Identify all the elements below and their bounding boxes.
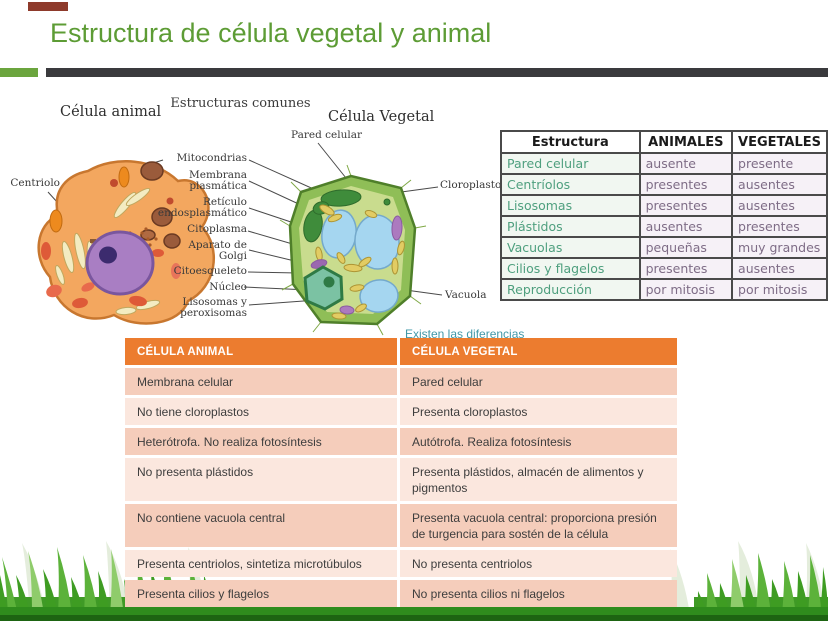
cell-structure: Reproducción (500, 278, 641, 301)
column-header: Estructura (500, 130, 641, 154)
grass-decoration (0, 541, 828, 621)
cell-animal: Membrana celular (125, 368, 397, 395)
cell-animal: Presenta centriolos, sintetiza microtúbu… (125, 550, 397, 577)
table-row: Reproducción por mitosis por mitosis (500, 278, 828, 301)
label-pared-celular: Pared celular (291, 129, 362, 141)
cell-animal: presentes (638, 194, 734, 217)
column-header-animal: CÉLULA ANIMAL (125, 338, 397, 365)
cell-vegetal: No presenta centriolos (400, 550, 677, 577)
cell-animal: pequeñas (638, 236, 734, 259)
cell-structure: Centríolos (500, 173, 641, 196)
label-reticulo-endoplasmatico: Retículo endosplasmático (157, 196, 247, 220)
label-mitocondrias: Mitocondrias (176, 152, 247, 164)
cell-animal: No tiene cloroplastos (125, 398, 397, 425)
label-membrana-plasmatica: Membrana plasmática (189, 169, 247, 193)
differences-note: Existen las diferencias (405, 327, 525, 341)
cell-animal: Heterótrofa. No realiza fotosíntesis (125, 428, 397, 455)
label-citoplasma: Citoplasma (187, 223, 247, 235)
cell-vegetal: ausentes (731, 257, 828, 280)
title-rule-dark (46, 68, 828, 77)
cell-vegetal: por mitosis (731, 278, 828, 301)
cell-vegetal: presente (731, 152, 828, 175)
cell-diagram-art (37, 142, 443, 336)
differences-table-header: CÉLULA ANIMAL CÉLULA VEGETAL (125, 338, 677, 365)
table-row: Centríolos presentes ausentes (500, 173, 828, 196)
cell-animal: ausente (638, 152, 734, 175)
animal-cell-art (37, 160, 216, 325)
table-row: No contiene vacuola central Presenta vac… (125, 504, 677, 547)
cell-animal: No contiene vacuola central (125, 504, 397, 547)
column-header-vegetal: CÉLULA VEGETAL (400, 338, 677, 365)
cell-vegetal: presentes (731, 215, 828, 238)
label-citoesqueleto: Citoesqueleto (173, 265, 247, 277)
label-aparato-de-golgi: Aparato de Golgi (188, 239, 247, 263)
cell-animal: Presenta cilios y flagelos (125, 580, 397, 607)
cell-structure: Plástidos (500, 215, 641, 238)
title-rule-green (0, 68, 38, 77)
table-row: Cilios y flagelos presentes ausentes (500, 257, 828, 280)
differences-table: CÉLULA ANIMAL CÉLULA VEGETAL Membrana ce… (125, 338, 677, 607)
accent-bar-red (28, 2, 68, 11)
table-row: Pared celular ausente presente (500, 152, 828, 175)
table-row: No presenta plástidos Presenta plástidos… (125, 458, 677, 501)
label-vacuola: Vacuola (445, 289, 487, 301)
column-header: ANIMALES (638, 130, 734, 154)
diagram-common-title: Estructuras comunes (170, 96, 311, 111)
table-row: Vacuolas pequeñas muy grandes (500, 236, 828, 259)
cell-vegetal: Autótrofa. Realiza fotosíntesis (400, 428, 677, 455)
label-nucleo: Núcleo (209, 281, 247, 293)
cell-vegetal: Pared celular (400, 368, 677, 395)
structure-comparison-table: Estructura ANIMALES VEGETALES Pared celu… (500, 130, 828, 301)
table-row: Lisosomas presentes ausentes (500, 194, 828, 217)
cell-animal: No presenta plástidos (125, 458, 397, 501)
label-lisosomas-peroxisomas: Lisosomas y peroxisomas (180, 296, 247, 320)
cell-structure: Pared celular (500, 152, 641, 175)
table-row: Presenta centriolos, sintetiza microtúbu… (125, 550, 677, 577)
table-row: Membrana celular Pared celular (125, 368, 677, 395)
cell-structure: Cilios y flagelos (500, 257, 641, 280)
cell-animal: ausentes (638, 215, 734, 238)
diagram-animal-title: Célula animal (60, 104, 162, 120)
table-row: Heterótrofa. No realiza fotosíntesis Aut… (125, 428, 677, 455)
plant-cell-art (279, 164, 427, 336)
cell-animal: presentes (638, 257, 734, 280)
cell-vegetal: Presenta cloroplastos (400, 398, 677, 425)
cell-animal: por mitosis (638, 278, 734, 301)
label-centriolo: Centriolo (10, 177, 60, 189)
table-row: No tiene cloroplastos Presenta cloroplas… (125, 398, 677, 425)
cell-animal: presentes (638, 173, 734, 196)
cell-structure: Vacuolas (500, 236, 641, 259)
page-title: Estructura de célula vegetal y animal (50, 18, 492, 48)
cell-vegetal: Presenta vacuola central: proporciona pr… (400, 504, 677, 547)
table-row: Plástidos ausentes presentes (500, 215, 828, 238)
cell-vegetal: ausentes (731, 173, 828, 196)
cell-vegetal: muy grandes (731, 236, 828, 259)
table-header-row: Estructura ANIMALES VEGETALES (500, 130, 828, 154)
table-row: Presenta cilios y flagelos No presenta c… (125, 580, 677, 607)
diagram-plant-title: Célula Vegetal (328, 109, 435, 125)
cell-vegetal: Presenta plástidos, almacén de alimentos… (400, 458, 677, 501)
cell-diagram: Estructuras comunes Célula animal Célula… (0, 92, 507, 337)
column-header: VEGETALES (731, 130, 828, 154)
cell-vegetal: No presenta cilios ni flagelos (400, 580, 677, 607)
cell-structure: Lisosomas (500, 194, 641, 217)
label-cloroplastos: Cloroplastos (440, 179, 507, 191)
cell-vegetal: ausentes (731, 194, 828, 217)
